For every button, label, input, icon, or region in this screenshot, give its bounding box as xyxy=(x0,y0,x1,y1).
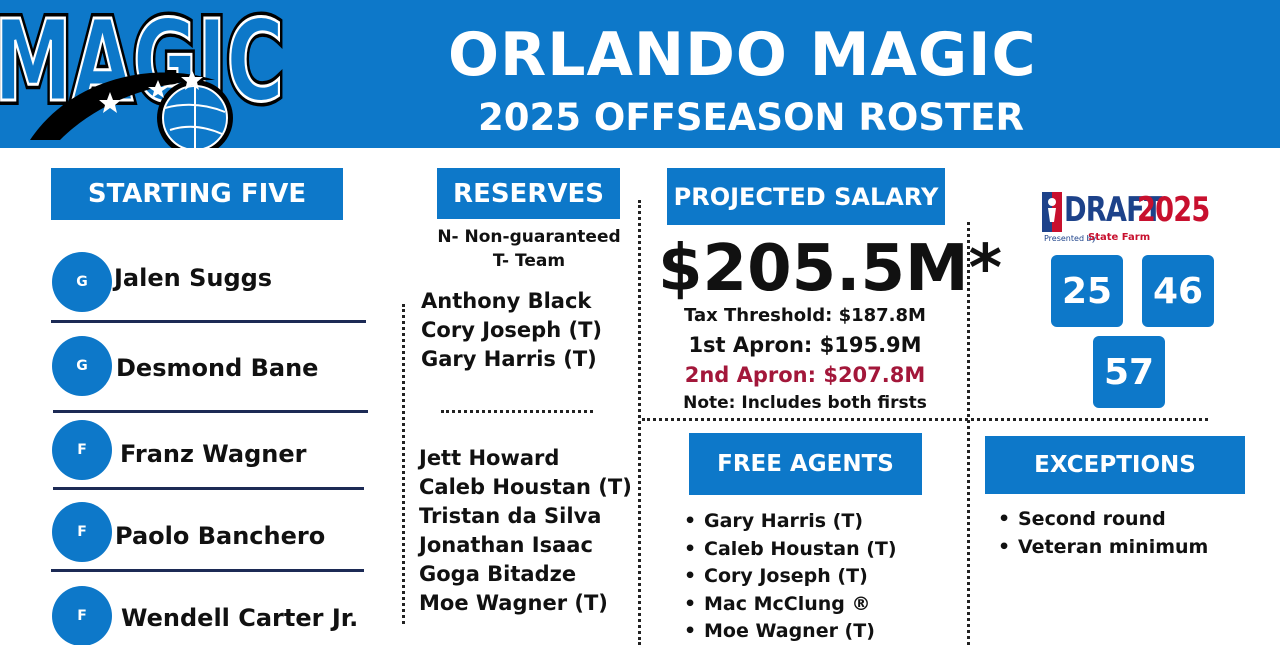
divider xyxy=(53,487,364,490)
reserves-divider-horizontal xyxy=(441,410,593,413)
list-item: Jonathan Isaac xyxy=(419,533,593,557)
position-badge: F xyxy=(52,586,112,645)
svg-text:MAGIC: MAGIC xyxy=(0,0,284,127)
page-title: ORLANDO MAGIC xyxy=(448,20,1037,90)
exceptions-list: Second round Veteran minimum xyxy=(996,506,1208,561)
list-item: Moe Wagner (T) xyxy=(682,618,897,645)
svg-text:MAGIC: MAGIC xyxy=(0,0,284,127)
list-item: Caleb Houstan (T) xyxy=(682,536,897,564)
reserves-heading: RESERVES xyxy=(437,168,620,219)
list-item: Cory Joseph (T) xyxy=(421,318,602,342)
header-banner: MAGIC MAGIC ORLANDO MAGIC 2025 OFFSEASON… xyxy=(0,0,1280,148)
second-apron: 2nd Apron: $207.8M xyxy=(684,363,926,387)
list-item: Jett Howard xyxy=(419,446,560,470)
exceptions-heading: EXCEPTIONS xyxy=(985,436,1245,494)
list-item: Veteran minimum xyxy=(996,534,1208,562)
salary-note: Note: Includes both firsts xyxy=(683,393,927,413)
player-row: F Wendell Carter Jr. xyxy=(50,586,370,645)
position-badge: G xyxy=(52,252,112,312)
reserves-legend-non-guaranteed: N- Non-guaranteed xyxy=(437,227,621,247)
salary-divider-right xyxy=(967,222,970,645)
player-row: F Franz Wagner xyxy=(50,420,370,484)
free-agents-heading: FREE AGENTS xyxy=(689,433,922,495)
player-row: G Jalen Suggs xyxy=(50,252,370,316)
tax-threshold: Tax Threshold: $187.8M xyxy=(684,305,926,326)
divider xyxy=(53,410,368,413)
projected-salary-heading: PROJECTED SALARY xyxy=(667,168,945,225)
presented-by: Presented by xyxy=(1044,234,1097,243)
projected-salary-heading-label: PROJECTED SALARY xyxy=(673,182,939,211)
list-item: Anthony Black xyxy=(421,289,592,313)
exceptions-heading-label: EXCEPTIONS xyxy=(1034,452,1196,478)
draft-pick: 57 xyxy=(1093,336,1165,408)
reserves-divider-vertical xyxy=(402,304,405,624)
player-name: Franz Wagner xyxy=(120,440,307,468)
position-badge: G xyxy=(52,336,112,396)
draft-pick: 25 xyxy=(1051,255,1123,327)
magic-logo: MAGIC MAGIC xyxy=(0,0,289,148)
player-name: Wendell Carter Jr. xyxy=(121,604,359,632)
sponsor-logo: State Farm xyxy=(1088,232,1151,243)
list-item: Caleb Houstan (T) xyxy=(419,475,632,499)
position-badge: F xyxy=(52,502,112,562)
player-row: F Paolo Banchero xyxy=(50,502,370,566)
reserves-heading-label: RESERVES xyxy=(453,178,604,209)
list-item: Moe Wagner (T) xyxy=(419,591,608,615)
projected-salary-amount: $205.5M* xyxy=(658,232,1003,306)
list-item: Cory Joseph (T) xyxy=(682,563,897,591)
page-subtitle: 2025 OFFSEASON ROSTER xyxy=(478,96,1024,139)
list-item: Goga Bitadze xyxy=(419,562,577,586)
player-name: Desmond Bane xyxy=(116,354,319,382)
first-apron: 1st Apron: $195.9M xyxy=(688,333,922,357)
free-agents-heading-label: FREE AGENTS xyxy=(717,451,894,477)
divider xyxy=(51,320,366,323)
position-badge: F xyxy=(52,420,112,480)
reserves-group-2: Jett Howard Caleb Houstan (T) Tristan da… xyxy=(419,444,632,618)
draft-logo-year: 2025 xyxy=(1137,190,1210,230)
salary-divider-left xyxy=(638,200,641,645)
draft-pick: 46 xyxy=(1142,255,1214,327)
free-agents-list: Gary Harris (T) Caleb Houstan (T) Cory J… xyxy=(682,508,897,645)
list-item: Second round xyxy=(996,506,1208,534)
player-row: G Desmond Bane xyxy=(50,336,370,400)
draft-logo: DRAFT 2025 Presented by State Farm xyxy=(1042,190,1212,248)
nba-logo-icon xyxy=(1042,192,1062,232)
list-item: Mac McClung ® xyxy=(682,591,897,619)
divider xyxy=(51,569,364,572)
middle-divider-horizontal xyxy=(642,418,1208,421)
list-item: Gary Harris (T) xyxy=(421,347,597,371)
starting-five-heading-label: STARTING FIVE xyxy=(87,179,307,209)
list-item: Gary Harris (T) xyxy=(682,508,897,536)
starting-five-heading: STARTING FIVE xyxy=(51,168,343,220)
list-item: Tristan da Silva xyxy=(419,504,602,528)
reserves-legend-team: T- Team xyxy=(492,251,566,271)
player-name: Paolo Banchero xyxy=(115,522,326,550)
draft-logo-word: DRAFT xyxy=(1064,190,1163,230)
player-name: Jalen Suggs xyxy=(114,264,273,292)
reserves-group-1: Anthony Black Cory Joseph (T) Gary Harri… xyxy=(421,287,602,374)
